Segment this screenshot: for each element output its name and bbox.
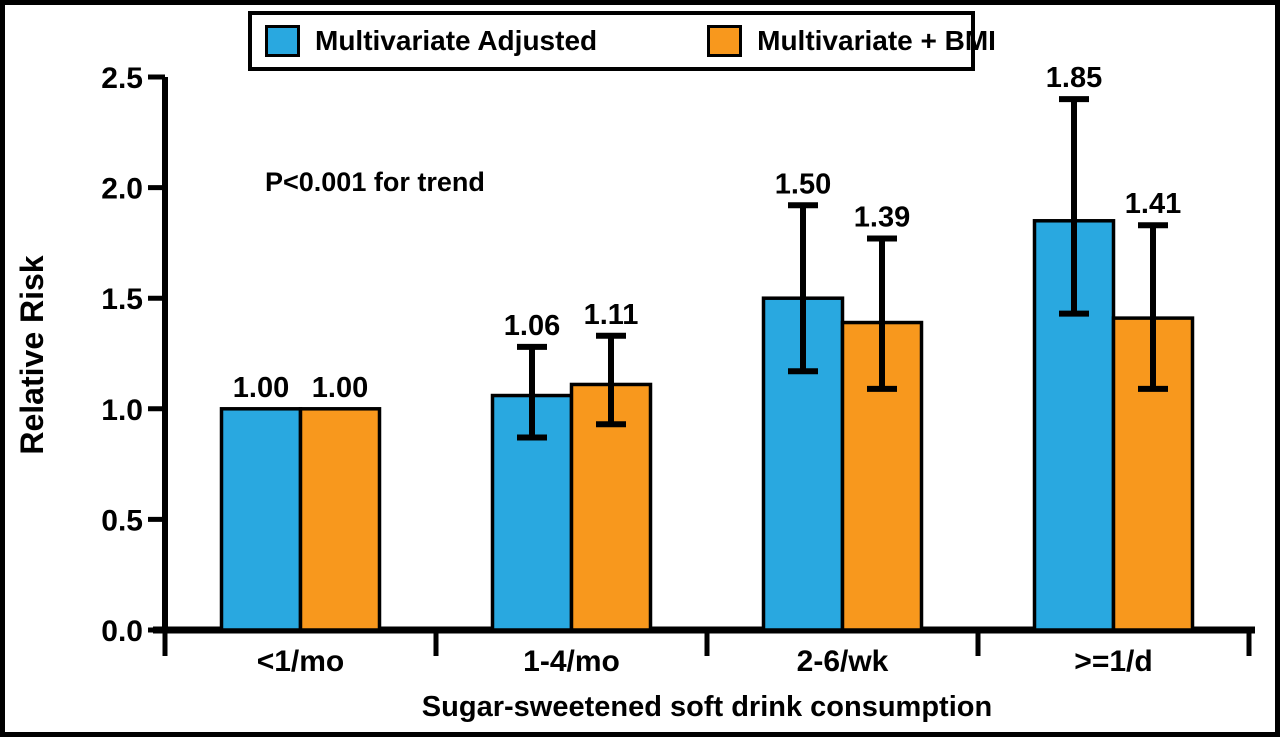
y-tick-label-2.5: 2.5 bbox=[101, 62, 143, 95]
legend-item-multivariate-bmi: Multivariate + BMI bbox=[707, 25, 996, 57]
value-label-multivariate-adjusted-1-4-mo: 1.06 bbox=[504, 310, 560, 342]
bar-chart: 0.0 0.5 1.0 1.5 2.0 2.5 <1/mo 1.00 1.00 1-4/mo 1.0… bbox=[14, 62, 1255, 723]
x-tick-label-2-6-wk: 2-6/wk bbox=[797, 645, 889, 678]
legend-item-multivariate-adjusted: Multivariate Adjusted bbox=[265, 25, 597, 57]
bar-multivariate-bmi-1-4-mo bbox=[569, 382, 653, 632]
value-label-multivariate-adjusted-1-d: 1.85 bbox=[1046, 62, 1102, 94]
value-label-multivariate-bmi-2-6-wk: 1.39 bbox=[854, 201, 910, 233]
value-label-multivariate-adjusted-1-mo: 1.00 bbox=[233, 372, 289, 404]
blue-square-swatch-icon bbox=[265, 25, 300, 57]
y-tick-label-1.5: 1.5 bbox=[101, 283, 143, 316]
x-tick-label-1-4-mo: 1-4/mo bbox=[523, 645, 620, 678]
bar-multivariate-bmi-1-mo bbox=[298, 407, 382, 632]
value-label-multivariate-bmi-1-d: 1.41 bbox=[1125, 188, 1181, 220]
legend-label-multivariate-adjusted: Multivariate Adjusted bbox=[315, 25, 598, 56]
value-label-multivariate-adjusted-2-6-wk: 1.50 bbox=[775, 168, 831, 200]
legend-label-multivariate-bmi: Multivariate + BMI bbox=[757, 25, 996, 56]
x-tick-label-1-d: >=1/d bbox=[1074, 645, 1152, 678]
value-label-multivariate-bmi-1-mo: 1.00 bbox=[312, 372, 368, 404]
y-tick-label-0.5: 0.5 bbox=[101, 504, 143, 537]
legend: Multivariate Adjusted Multivariate + BMI bbox=[248, 11, 996, 71]
y-axis-title: Relative Risk bbox=[14, 255, 50, 454]
bar-multivariate-adjusted-1-mo bbox=[219, 407, 303, 632]
orange-square-swatch-icon bbox=[707, 25, 743, 57]
x-tick-label-1-mo: <1/mo bbox=[257, 645, 345, 678]
x-axis-title: Sugar-sweetened soft drink consumption bbox=[422, 691, 992, 723]
y-tick-label-2.0: 2.0 bbox=[101, 173, 143, 206]
y-tick-label-0.0: 0.0 bbox=[101, 615, 143, 648]
annotation-p-value: P<0.001 for trend bbox=[265, 167, 485, 197]
y-tick-label-1.0: 1.0 bbox=[101, 394, 143, 427]
value-label-multivariate-bmi-1-4-mo: 1.11 bbox=[584, 299, 639, 331]
